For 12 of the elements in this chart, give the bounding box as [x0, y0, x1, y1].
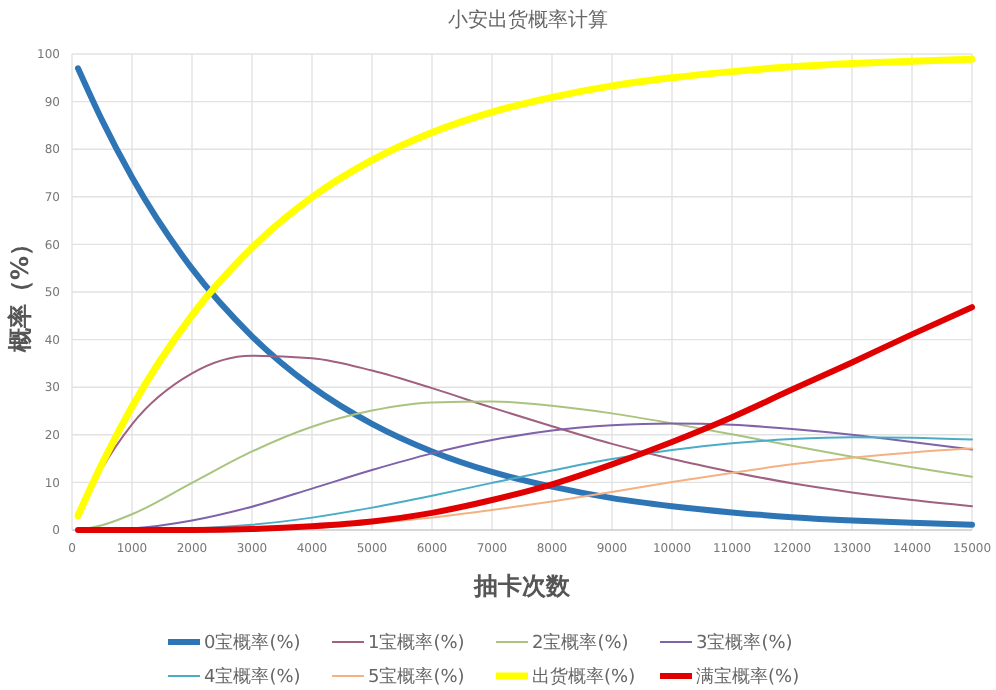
y-axis-title: 概率（%） — [6, 231, 34, 355]
legend-label: 3宝概率(%) — [696, 632, 793, 655]
legend-label: 2宝概率(%) — [532, 632, 629, 655]
legend-label: 出货概率(%) — [532, 666, 636, 689]
legend-label: 满宝概率(%) — [696, 666, 800, 689]
legend-label: 5宝概率(%) — [368, 666, 465, 689]
line-series — [75, 304, 975, 533]
x-axis-title: 抽卡次数 — [472, 572, 572, 600]
chart-title: 小安出货概率计算 — [448, 8, 608, 32]
legend-label: 0宝概率(%) — [204, 632, 301, 655]
legend-label: 1宝概率(%) — [368, 632, 465, 655]
legend-label: 4宝概率(%) — [204, 666, 301, 689]
